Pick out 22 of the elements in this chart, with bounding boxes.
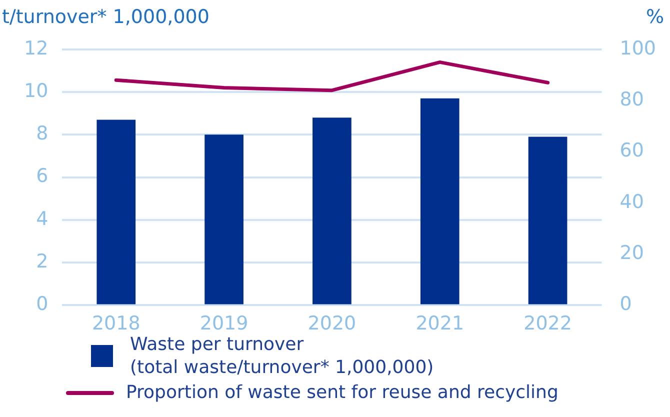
y2-tick-label: 60	[620, 140, 644, 162]
x-tick-label: 2020	[308, 312, 356, 335]
y-tick-label: 2	[36, 250, 48, 273]
x-tick-label: 2021	[416, 312, 464, 335]
y2-tick-label: 0	[620, 293, 632, 316]
y2-tick-label: 80	[620, 88, 644, 110]
y-tick-label: 8	[36, 122, 48, 145]
y-tick-label: 10	[24, 80, 48, 102]
y2-tick-label: 40	[620, 190, 644, 213]
y-axis-title: t/turnover* 1,000,000	[2, 6, 210, 28]
legend-label: Waste per turnover (total waste/turnover* 1,000,000)	[130, 333, 434, 379]
y-tick-label: 12	[24, 37, 48, 60]
y2-tick-label: 20	[620, 242, 644, 264]
y-tick-label: 0	[36, 293, 48, 316]
x-tick-label: 2019	[200, 312, 248, 335]
y-tick-label: 4	[36, 208, 48, 230]
y2-tick-label: 100	[620, 37, 656, 60]
y2-axis-title: %	[646, 6, 664, 28]
x-tick-label: 2018	[92, 312, 140, 335]
legend-label: Proportion of waste sent for reuse and recycling	[126, 381, 558, 404]
x-tick-label: 2022	[524, 312, 572, 335]
y-tick-label: 6	[36, 165, 48, 188]
